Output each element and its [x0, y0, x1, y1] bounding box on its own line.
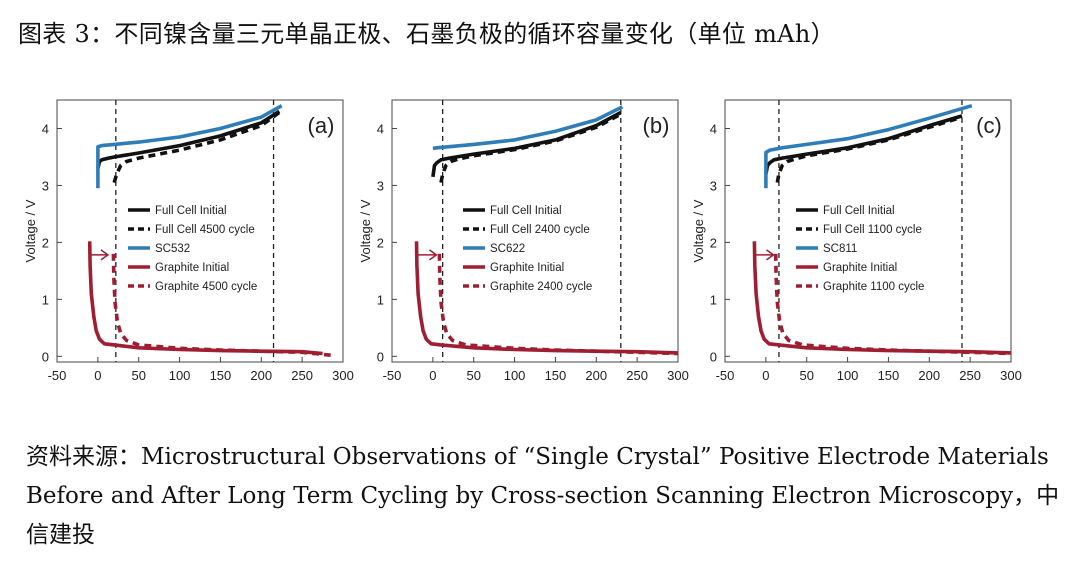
y-tick-label: 2	[42, 235, 49, 250]
legend-entry: Graphite Initial	[155, 262, 229, 274]
x-tick-label: 300	[667, 368, 689, 383]
series-line	[432, 105, 624, 151]
y-axis-label: Voltage / V	[691, 199, 706, 262]
legend-entry: Full Cell Initial	[490, 205, 562, 217]
y-tick-label: 2	[377, 235, 384, 250]
legend-entry: Full Cell Initial	[155, 205, 227, 217]
series-line	[112, 111, 281, 184]
legend-entry: Full Cell Initial	[823, 205, 895, 217]
y-axis-label: Voltage / V	[23, 199, 38, 262]
x-tick-label: 150	[210, 368, 232, 383]
x-tick-label: 150	[545, 368, 567, 383]
series-line	[431, 110, 622, 178]
shift-arrowhead	[100, 249, 110, 261]
x-tick-label: 300	[332, 368, 354, 383]
plot-frame	[391, 99, 679, 363]
legend-entry: SC622	[490, 243, 525, 255]
chart-panel-a: -50 0 50 100 150 200 250 300 0 1 2 3 4 Voltage / V (a)…	[23, 99, 354, 383]
series-line	[96, 104, 283, 189]
y-tick-label: 3	[42, 178, 49, 193]
x-tick-label: -50	[716, 368, 735, 383]
series-line	[96, 109, 281, 169]
series-line	[111, 253, 331, 357]
y-axis-label: Voltage / V	[358, 199, 373, 262]
y-tick-label: 1	[377, 292, 384, 307]
y-tick-label: 0	[377, 349, 384, 364]
y-tick-label: 1	[42, 292, 49, 307]
series-line	[414, 241, 679, 355]
x-tick-label: 250	[959, 368, 981, 383]
x-tick-label: 50	[131, 368, 145, 383]
y-tick-label: 1	[710, 292, 717, 307]
panel-label: (a)	[308, 113, 335, 138]
plot-frame	[56, 99, 344, 363]
series-line	[764, 103, 973, 189]
legend-entry: SC532	[155, 243, 190, 255]
shift-arrowhead	[766, 249, 775, 261]
legend-entry: Full Cell 1100 cycle	[823, 224, 922, 236]
x-tick-label: 0	[762, 368, 769, 383]
chart-panel-b: -50 0 50 100 150 200 250 300 0 1 2 3 4 Voltage / V (b)…	[358, 99, 689, 383]
legend-entry: Full Cell 4500 cycle	[155, 224, 255, 236]
series-line	[773, 253, 1012, 356]
y-tick-label: 2	[710, 235, 717, 250]
series-line	[752, 241, 1012, 355]
legend-entry: Full Cell 2400 cycle	[490, 224, 590, 236]
y-tick-label: 3	[710, 178, 717, 193]
y-tick-label: 4	[710, 121, 717, 136]
x-tick-label: -50	[383, 368, 402, 383]
x-tick-label: 250	[291, 368, 313, 383]
figure-title: 图表 3：不同镍含量三元单晶正极、石墨负极的循环容量变化（单位 mAh）	[18, 20, 835, 48]
legend-entry: Graphite 1100 cycle	[823, 281, 924, 293]
legend-entry: Graphite 2400 cycle	[490, 281, 592, 293]
x-tick-label: 200	[250, 368, 272, 383]
source-note: 资料来源：Microstructural Observations of “Si…	[26, 444, 1060, 548]
x-tick-label: 150	[878, 368, 900, 383]
legend-entry: Graphite 4500 cycle	[155, 281, 257, 293]
plot-frame	[724, 99, 1012, 363]
shift-arrowhead	[428, 249, 438, 261]
x-tick-label: 100	[837, 368, 859, 383]
series-line	[439, 112, 622, 183]
series-line	[775, 115, 963, 183]
y-tick-label: 4	[377, 121, 384, 136]
panel-label: (c)	[976, 113, 1002, 138]
x-tick-label: 0	[94, 368, 101, 383]
chart-panel-c: -50 0 50 100 150 200 250 300 0 1 2 3 4 Voltage / V (c)…	[691, 99, 1022, 383]
y-tick-label: 0	[710, 349, 717, 364]
y-tick-label: 0	[42, 349, 49, 364]
legend-entry: Graphite Initial	[823, 262, 897, 274]
y-tick-label: 3	[377, 178, 384, 193]
x-tick-label: 0	[429, 368, 436, 383]
x-tick-label: 250	[626, 368, 648, 383]
y-tick-label: 4	[42, 121, 49, 136]
x-tick-label: 50	[466, 368, 480, 383]
series-line	[437, 253, 679, 356]
x-tick-label: 100	[504, 368, 526, 383]
x-tick-label: 50	[799, 368, 813, 383]
x-tick-label: 200	[918, 368, 940, 383]
legend-entry: SC811	[823, 243, 857, 255]
x-tick-label: -50	[48, 368, 67, 383]
panel-label: (b)	[643, 113, 670, 138]
legend-entry: Graphite Initial	[490, 262, 564, 274]
x-tick-label: 200	[585, 368, 607, 383]
x-tick-label: 300	[1000, 368, 1022, 383]
x-tick-label: 100	[169, 368, 191, 383]
